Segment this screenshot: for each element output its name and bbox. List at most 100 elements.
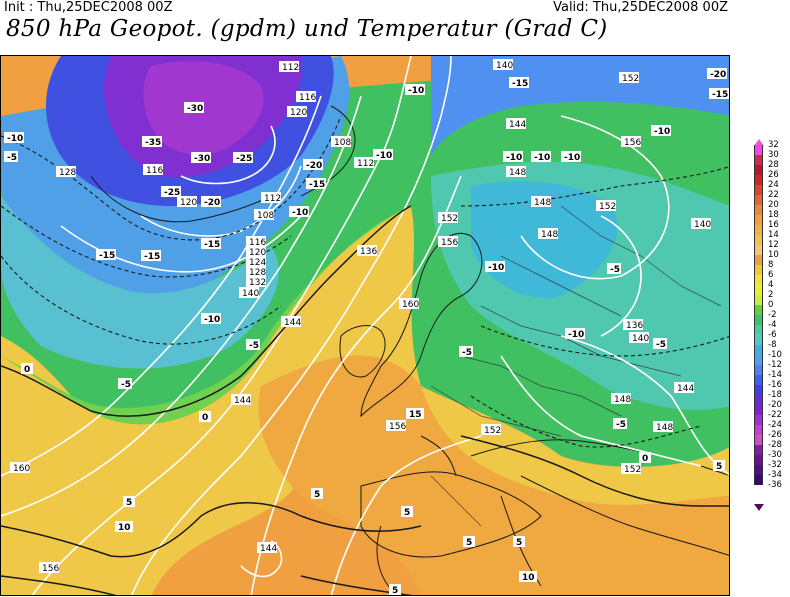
geopot-label: 144: [509, 120, 526, 130]
temp-label: -20: [306, 161, 322, 171]
legend-color-cell: [754, 415, 763, 425]
legend-value-label: -10: [768, 350, 782, 360]
temp-label: 0: [642, 454, 648, 464]
legend-color-cell: [754, 265, 763, 275]
valid-time: Valid: Thu,25DEC2008 00Z: [553, 0, 728, 15]
legend-value-label: 16: [768, 220, 779, 230]
temp-label: -5: [610, 265, 620, 275]
legend-color-cell: [754, 225, 763, 235]
legend-value-label: -30: [768, 450, 782, 460]
geopot-label: 120: [180, 198, 197, 208]
geopot-label: 148: [534, 198, 551, 208]
temp-label: 0: [24, 365, 30, 375]
legend-color-cell: [754, 235, 763, 245]
temp-label: -30: [187, 104, 203, 114]
legend-color-cell: [754, 175, 763, 185]
legend-color-cell: [754, 405, 763, 415]
legend-color-cell: [754, 255, 763, 265]
legend-value-label: 0: [768, 300, 774, 310]
temperature-contours-pos: [1, 205, 729, 595]
legend-value-label: 24: [768, 180, 779, 190]
geopot-label: 108: [334, 138, 351, 148]
temp-label: 5: [716, 462, 722, 472]
legend-color-cell: [754, 455, 763, 465]
temp-label: -10: [654, 127, 670, 137]
legend-value-label: 2: [768, 290, 774, 300]
legend-color-cell: [754, 285, 763, 295]
legend-color-cell: [754, 315, 763, 325]
legend-color-cell: [754, 205, 763, 215]
temp-label: -10: [408, 86, 424, 96]
legend-color-cell: [754, 365, 763, 375]
legend-value-label: 6: [768, 270, 774, 280]
temp-label: -20: [710, 70, 726, 80]
legend-color-cell: [754, 305, 763, 315]
legend-value-label: -24: [768, 420, 782, 430]
geopot-label: 112: [357, 159, 374, 169]
legend-color-cell: [754, 375, 763, 385]
geopot-label: 140: [694, 220, 711, 230]
legend-value-label: 32: [768, 140, 779, 150]
geopot-label: 116: [146, 166, 163, 176]
temp-label: -5: [249, 341, 259, 351]
temp-label: 10: [522, 573, 535, 583]
weather-map: -30 -35 -30 -25 -25 -20 -20 -15 -10 -15 …: [0, 55, 730, 596]
init-time: Init : Thu,25DEC2008 00Z: [4, 0, 173, 15]
temp-label: -15: [712, 90, 728, 100]
country-borders: [430, 205, 722, 527]
temp-label: -15: [99, 251, 115, 261]
legend-value-label: -12: [768, 360, 782, 370]
geopot-label: 132: [249, 278, 266, 288]
legend-color-cell: [754, 245, 763, 255]
temp-label: -15: [144, 252, 160, 262]
temp-label: -10: [292, 208, 308, 218]
legend-color-cell: [754, 215, 763, 225]
temp-label: -10: [568, 330, 584, 340]
temp-label: -5: [616, 420, 626, 430]
temp-label: 10: [118, 523, 131, 533]
cyan-core-east: [471, 181, 618, 298]
temp-label: 5: [314, 490, 320, 500]
legend-color-cell: [754, 275, 763, 285]
geopot-label: 128: [249, 268, 266, 278]
geopot-label: 120: [290, 108, 307, 118]
temp-label: -10: [564, 153, 580, 163]
geopot-label: 148: [614, 395, 631, 405]
temp-label: -10: [506, 153, 522, 163]
geopot-label: 112: [264, 194, 281, 204]
geopot-label: 160: [402, 300, 419, 310]
geopot-label: 148: [656, 423, 673, 433]
legend-value-label: -26: [768, 430, 782, 440]
warm-area-central: [258, 355, 729, 595]
geopot-label: 112: [282, 63, 299, 73]
temp-label: 5: [392, 586, 398, 596]
chart-title: 850 hPa Geopot. (gpdm) und Temperatur (G…: [6, 16, 608, 42]
geopot-label: 136: [626, 321, 643, 331]
legend-value-label: -32: [768, 460, 782, 470]
geopot-label: 152: [624, 465, 641, 475]
legend-value-label: 18: [768, 210, 779, 220]
temp-label: -15: [512, 79, 528, 89]
temp-label: 5: [126, 498, 132, 508]
legend-color-cell: [754, 355, 763, 365]
geopot-label: 156: [624, 138, 641, 148]
legend-value-label: 12: [768, 240, 779, 250]
geopot-label: 128: [59, 168, 76, 178]
geopot-label: 144: [677, 384, 694, 394]
legend-value-label: 22: [768, 190, 779, 200]
legend-value-label: -22: [768, 410, 782, 420]
legend-value-label: -36: [768, 480, 782, 490]
legend-value-label: -16: [768, 380, 782, 390]
geopot-label: 152: [622, 74, 639, 84]
temp-label: -5: [656, 340, 666, 350]
geopot-label: 124: [249, 258, 266, 268]
legend-color-cell: [754, 445, 763, 455]
temp-label: -25: [164, 188, 180, 198]
geopot-label: 108: [257, 211, 274, 221]
temp-label: 5: [466, 538, 472, 548]
legend-color-cell: [754, 195, 763, 205]
geopot-label: 140: [496, 61, 513, 71]
geopot-label: 140: [242, 289, 259, 299]
temp-label: -10: [7, 134, 23, 144]
temp-label: -20: [204, 198, 220, 208]
